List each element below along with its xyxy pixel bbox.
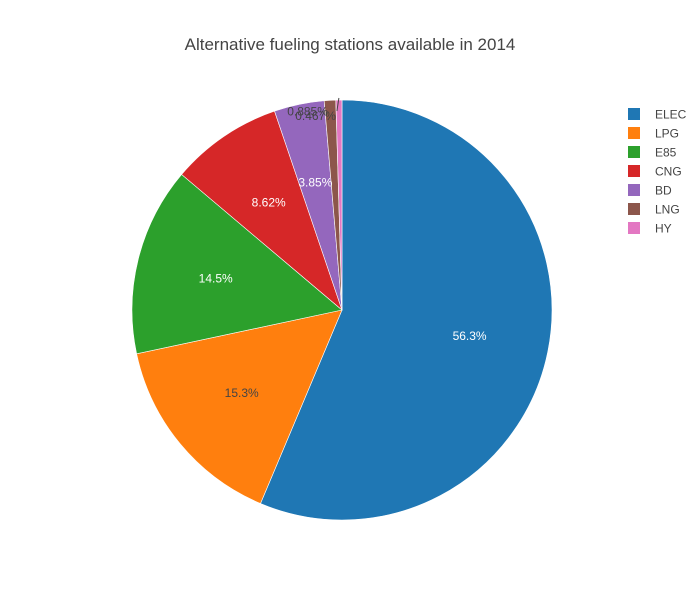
slice-label-elec: 56.3%: [453, 329, 487, 343]
legend-swatch-lng: [628, 203, 640, 215]
slice-label-hy: 0.467%: [295, 109, 336, 123]
legend-label-lng: LNG: [655, 203, 680, 217]
pie-slices: [131, 99, 553, 521]
legend-swatch-elec: [628, 108, 640, 120]
leader-line-hy: [336, 97, 340, 112]
legend-item-lpg[interactable]: LPG: [628, 127, 679, 141]
legend-item-hy[interactable]: HY: [628, 222, 672, 236]
legend-item-lng[interactable]: LNG: [628, 203, 680, 217]
legend-label-bd: BD: [655, 184, 672, 198]
pie-slice-elec: [260, 99, 553, 521]
legend-swatch-hy: [628, 222, 640, 234]
legend-item-cng[interactable]: CNG: [628, 165, 682, 179]
chart-title: Alternative fueling stations available i…: [185, 35, 516, 54]
legend-swatch-bd: [628, 184, 640, 196]
legend-swatch-cng: [628, 165, 640, 177]
legend-label-lpg: LPG: [655, 127, 679, 141]
pie-slice-labels: 56.3% 15.3% 14.5% 8.62% 3.85% 0.885%0.467%: [199, 97, 487, 400]
slice-label-lng: 0.885%: [287, 104, 328, 118]
slice-label-lpg: 15.3%: [225, 386, 259, 400]
legend-swatch-e85: [628, 146, 640, 158]
legend-label-hy: HY: [655, 222, 672, 236]
legend-item-elec[interactable]: ELEC: [628, 108, 687, 122]
pie-slice-cng: [181, 110, 343, 311]
legend-swatch-lpg: [628, 127, 640, 139]
legend-label-e85: E85: [655, 146, 677, 160]
legend-label-cng: CNG: [655, 165, 682, 179]
pie-slice-lpg: [136, 309, 343, 504]
slice-label-e85: 14.5%: [199, 271, 233, 285]
slice-label-cng: 8.62%: [252, 195, 286, 209]
slice-label-bd: 3.85%: [298, 176, 332, 190]
legend: ELEC LPG E85 CNG BD LNG HY: [628, 108, 687, 236]
legend-label-elec: ELEC: [655, 108, 687, 122]
legend-item-bd[interactable]: BD: [628, 184, 672, 198]
legend-item-e85[interactable]: E85: [628, 146, 677, 160]
pie-slice-e85: [131, 174, 343, 355]
